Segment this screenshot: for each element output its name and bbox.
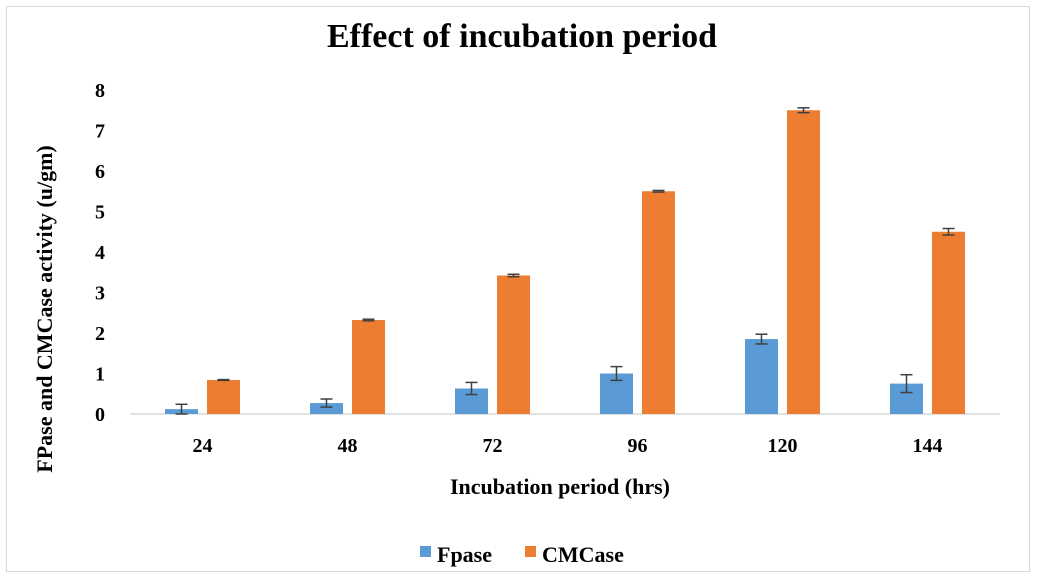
legend-swatch-cmcase xyxy=(525,546,536,557)
legend: Fpase CMCase xyxy=(420,542,624,567)
bar-fpase-120 xyxy=(745,339,778,414)
bar-cmcase-24 xyxy=(207,379,240,414)
bar-cmcase-144 xyxy=(932,231,965,414)
y-tick-label: 2 xyxy=(95,323,105,345)
bar-cmcase-120 xyxy=(787,110,820,414)
x-axis: 24 48 72 96 120 144 xyxy=(130,413,1000,457)
y-axis: 0 1 2 3 4 5 6 7 8 xyxy=(95,80,105,426)
x-tick-label: 48 xyxy=(338,435,358,457)
x-tick-label: 24 xyxy=(193,435,213,457)
bar-cmcase-48 xyxy=(352,320,385,414)
y-tick-label: 1 xyxy=(95,364,105,386)
legend-label-cmcase: CMCase xyxy=(542,542,624,567)
x-tick-label: 120 xyxy=(768,435,798,457)
bar-cmcase-72 xyxy=(497,275,530,414)
bar-fpase-48 xyxy=(310,403,343,414)
y-tick-label: 6 xyxy=(95,161,105,183)
y-tick-label: 8 xyxy=(95,80,105,102)
y-tick-label: 4 xyxy=(95,242,105,264)
y-tick-label: 0 xyxy=(95,404,105,426)
bar-cmcase-96 xyxy=(642,191,675,414)
x-tick-label: 144 xyxy=(913,435,943,457)
y-axis-label: FPase and CMCase activity (u/gm) xyxy=(32,145,57,473)
y-tick-label: 5 xyxy=(95,202,105,224)
x-axis-label: Incubation period (hrs) xyxy=(450,474,670,499)
y-tick-label: 3 xyxy=(95,283,105,305)
x-tick-label: 96 xyxy=(628,435,648,457)
chart-title: Effect of incubation period xyxy=(327,18,717,55)
y-tick-label: 7 xyxy=(95,121,105,143)
bars xyxy=(165,110,965,414)
error-bars xyxy=(175,107,955,415)
x-tick-label: 72 xyxy=(483,435,503,457)
legend-swatch-fpase xyxy=(420,546,431,557)
legend-label-fpase: Fpase xyxy=(437,542,492,567)
